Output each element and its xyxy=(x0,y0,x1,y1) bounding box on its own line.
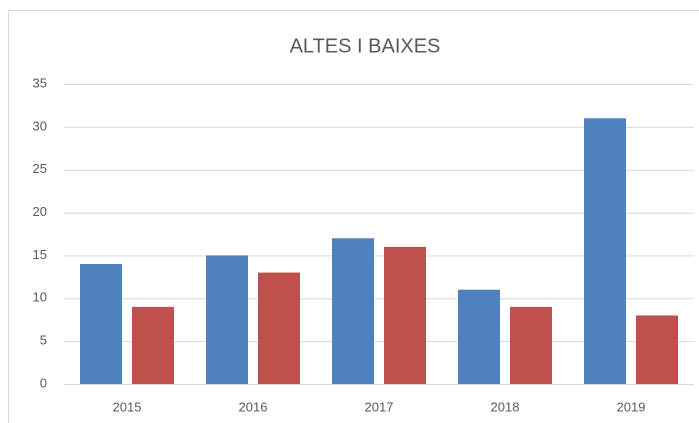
y-tick-label: 20 xyxy=(33,204,47,219)
bar xyxy=(636,315,678,384)
y-tick-label: 0 xyxy=(40,375,47,390)
bar xyxy=(384,246,426,384)
y-tick-label: 10 xyxy=(33,290,47,305)
y-tick-label: 30 xyxy=(33,118,47,133)
y-tick-label: 35 xyxy=(33,75,47,90)
bar xyxy=(332,238,374,384)
x-tick-label: 2018 xyxy=(491,399,520,414)
chart-title: ALTES I BAIXES xyxy=(290,35,441,57)
y-tick-label: 5 xyxy=(40,333,47,348)
bar xyxy=(80,264,122,384)
y-tick-label: 25 xyxy=(33,161,47,176)
bar xyxy=(458,289,500,384)
bar xyxy=(132,306,174,384)
bar xyxy=(584,118,626,385)
bar xyxy=(206,255,248,384)
x-tick-label: 2016 xyxy=(239,399,268,414)
y-tick-label: 15 xyxy=(33,247,47,262)
bar xyxy=(258,272,300,384)
x-tick-label: 2019 xyxy=(617,399,646,414)
x-tick-label: 2017 xyxy=(365,399,394,414)
x-tick-label: 2015 xyxy=(113,399,142,414)
bar xyxy=(510,306,552,384)
